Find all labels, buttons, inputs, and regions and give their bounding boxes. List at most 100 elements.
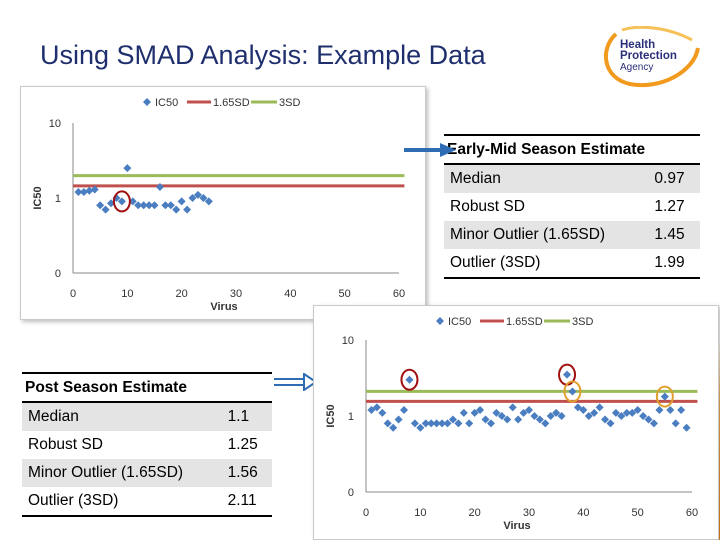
ic50-point <box>497 412 506 420</box>
ic50-point <box>535 415 544 424</box>
ic50-point <box>682 423 691 432</box>
outlier-circle <box>112 190 131 213</box>
ic50-point <box>584 412 593 420</box>
ic50-point <box>525 405 533 414</box>
ic50-point <box>123 164 132 173</box>
early-value-robust-sd: 1.27 <box>654 198 685 215</box>
post-value-outlier: 2.11 <box>221 487 272 517</box>
ic50-point <box>367 405 376 414</box>
ic50-point <box>660 392 669 401</box>
ic50-point <box>90 185 99 194</box>
ic50-point <box>410 419 419 428</box>
ic50-point <box>579 405 588 414</box>
ic50-point <box>85 186 94 195</box>
logo-line-protection: Protection <box>620 50 677 62</box>
arrow-to-early-table-icon <box>404 143 456 157</box>
ic50-point <box>573 403 582 412</box>
ic50-point <box>378 408 387 417</box>
outlier-circle <box>400 368 419 391</box>
ic50-point <box>454 419 463 428</box>
early-label-outlier: Outlier (3SD) <box>444 249 649 279</box>
ic50-point <box>101 205 110 214</box>
table-row: Minor Outlier (1.65SD) 1.45 <box>444 221 700 249</box>
ic50-point <box>166 201 175 210</box>
x-tick-label: 10 <box>121 288 133 300</box>
post-table-header: Post Season Estimate <box>22 372 272 403</box>
legend-ic50-label: IC50 <box>155 97 178 109</box>
x-axis-title: Virus <box>210 301 237 313</box>
ic50-point <box>389 423 398 432</box>
x-tick-label: 40 <box>577 507 589 519</box>
early-season-plot: IC50 1.65SD 3SD 0 1 10 0 10 20 30 40 50 60 IC50 Virus <box>32 97 405 313</box>
table-row: Robust SD 1.25 <box>22 431 272 459</box>
x-tick-label: 0 <box>363 507 369 519</box>
ic50-point <box>465 419 474 428</box>
post-label-outlier: Outlier (3SD) <box>22 487 222 517</box>
ic50-point <box>139 201 148 210</box>
ic50-point <box>79 188 88 197</box>
ic50-point <box>383 419 392 428</box>
table-row: Robust SD 1.27 <box>444 193 700 221</box>
y-axis-title: IC50 <box>325 404 337 427</box>
ic50-point <box>128 197 137 206</box>
logo-line-health: Health <box>620 39 656 51</box>
ic50-point <box>74 188 83 197</box>
ic50-point <box>677 405 686 414</box>
x-tick-label: 20 <box>469 507 481 519</box>
early-value-outlier: 1.99 <box>648 249 700 279</box>
table-row: Minor Outlier (1.65SD) 1.56 <box>22 459 272 487</box>
early-value-median: 0.97 <box>648 164 700 193</box>
table-row: Outlier (3SD) 2.11 <box>22 487 272 517</box>
ic50-point <box>150 201 159 210</box>
table-row: Outlier (3SD) 1.99 <box>444 249 700 279</box>
legend-165sd-label: 1.65SD <box>213 97 250 109</box>
ic50-point <box>508 403 517 412</box>
ic50-point <box>96 201 105 210</box>
ic50-point <box>541 419 550 428</box>
ic50-point <box>611 408 620 417</box>
y-tick-label: 1 <box>55 193 61 205</box>
ic50-point <box>606 419 615 428</box>
y-tick-label: 1 <box>348 411 354 423</box>
ic50-point <box>590 408 599 417</box>
legend-3sd-label: 3SD <box>279 97 300 109</box>
logo-line-agency: Agency <box>620 62 654 73</box>
y-axis-title: IC50 <box>32 186 44 209</box>
x-tick-label: 50 <box>339 288 351 300</box>
ic50-point <box>568 387 577 396</box>
ic50-point <box>655 405 664 414</box>
early-value-minor-outlier: 1.45 <box>648 221 700 249</box>
post-value-robust-sd: 1.25 <box>227 436 258 453</box>
x-tick-label: 40 <box>284 288 296 300</box>
ic50-point <box>155 183 164 192</box>
ic50-point <box>204 197 213 206</box>
ic50-point <box>492 408 501 417</box>
outlier-circle <box>655 385 674 408</box>
ic50-point <box>405 375 414 384</box>
ic50-point <box>671 419 680 428</box>
ic50-point <box>199 194 208 202</box>
x-tick-label: 60 <box>686 507 698 519</box>
ic50-point <box>666 405 675 414</box>
post-label-median: Median <box>22 402 222 431</box>
x-tick-label: 50 <box>632 507 644 519</box>
x-tick-label: 30 <box>230 288 242 300</box>
ic50-point <box>486 419 495 428</box>
ic50-point <box>639 412 648 420</box>
legend-3sd-label: 3SD <box>572 316 593 328</box>
ic50-point <box>438 419 447 428</box>
x-tick-label: 60 <box>393 288 405 300</box>
ic50-point <box>161 201 170 210</box>
ic50-point <box>427 419 436 428</box>
ic50-point <box>519 408 528 417</box>
ic50-point <box>552 408 561 417</box>
hpa-logo: Health Protection Agency <box>600 25 700 90</box>
ic50-point <box>177 197 186 206</box>
x-tick-label: 10 <box>414 507 426 519</box>
ic50-point <box>644 415 653 424</box>
ic50-point <box>416 423 425 432</box>
ic50-point <box>557 412 566 420</box>
ic50-point <box>514 415 523 424</box>
ic50-point <box>622 408 631 417</box>
ic50-point <box>400 405 409 414</box>
